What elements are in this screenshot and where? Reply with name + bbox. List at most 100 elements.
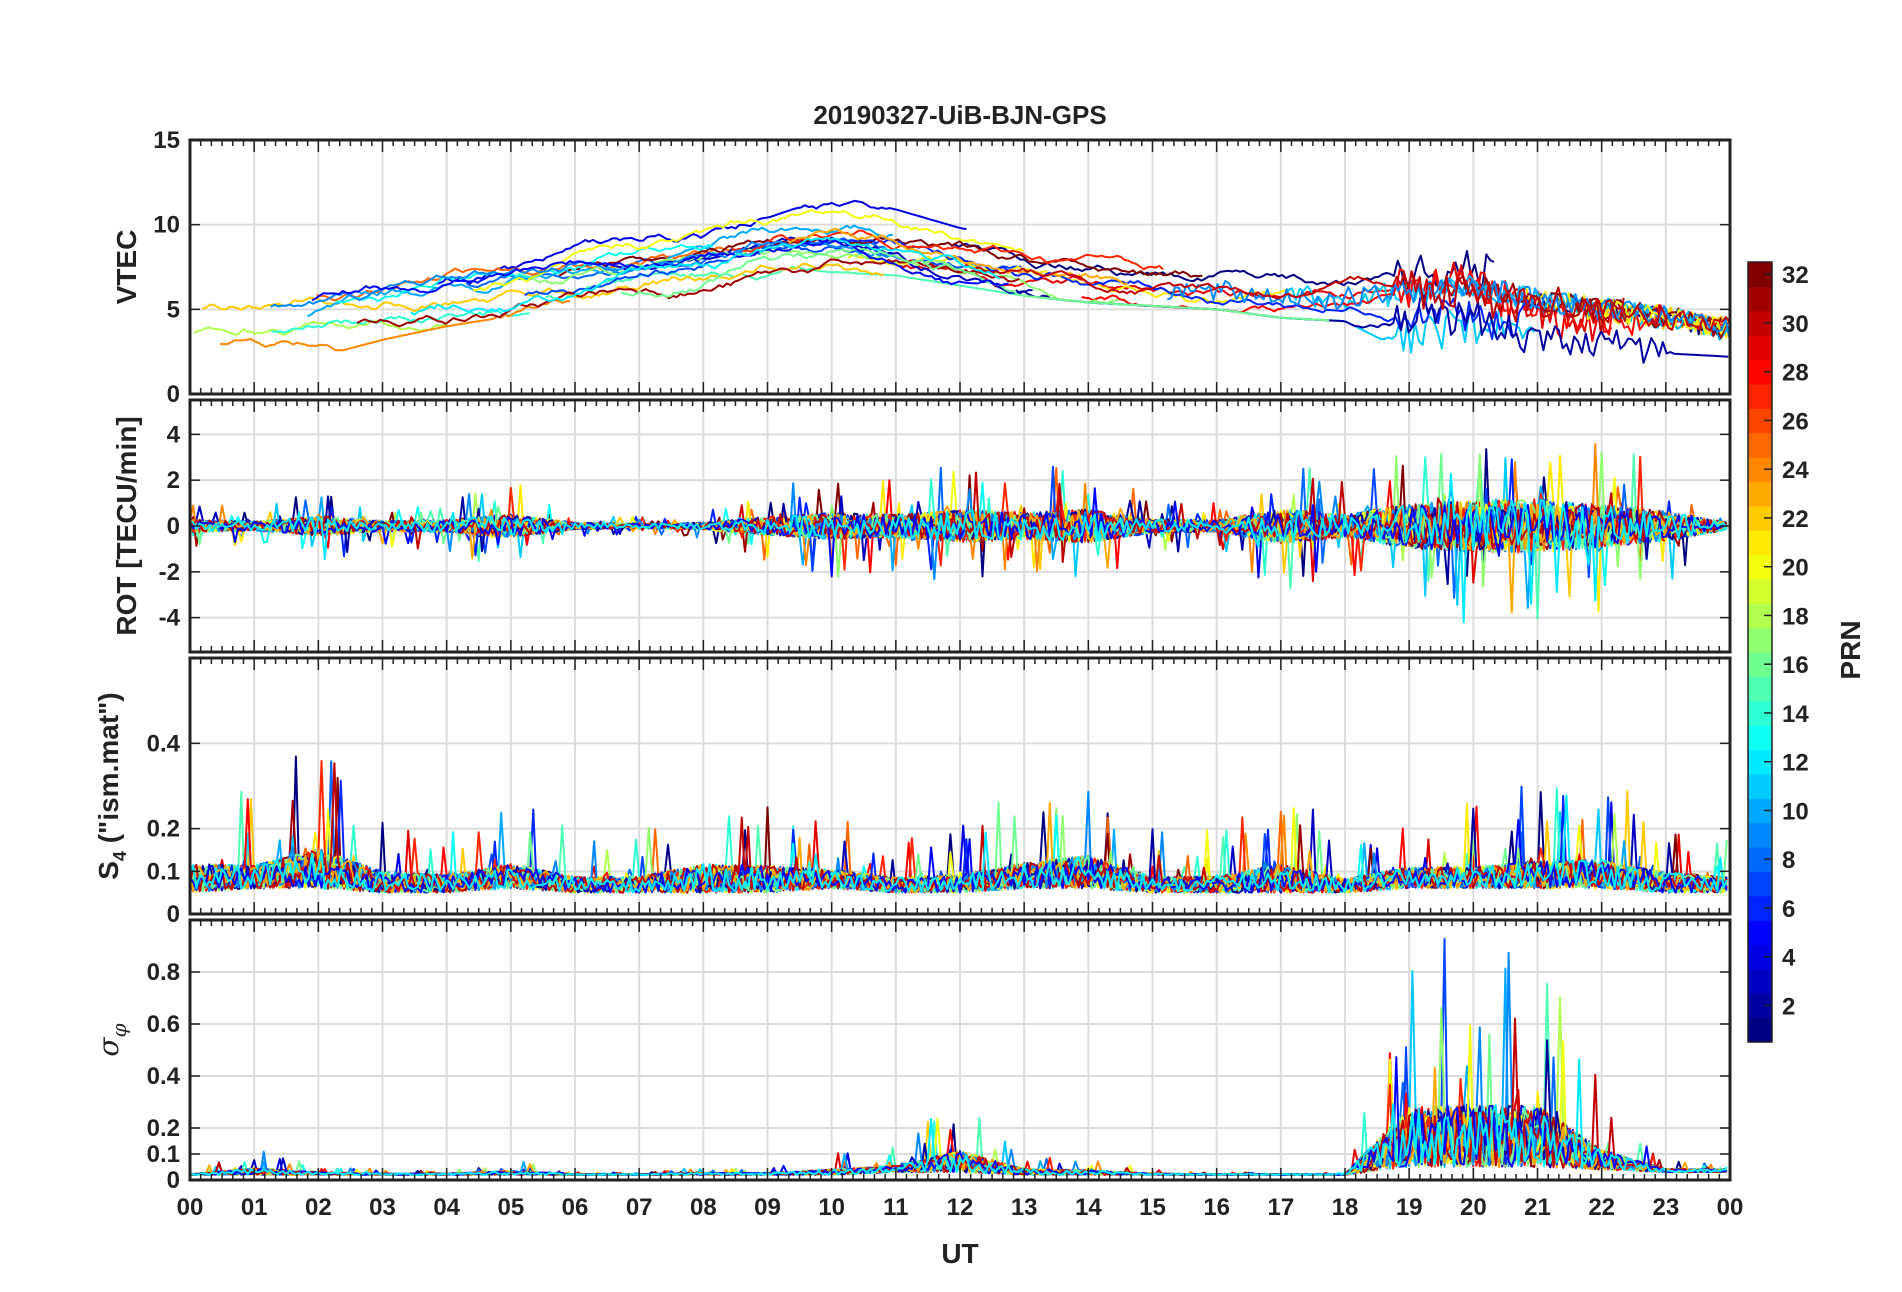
colorbar-tick-label: 16 bbox=[1782, 652, 1809, 679]
colorbar-step bbox=[1748, 1017, 1772, 1043]
y-tick-label: 2 bbox=[167, 467, 180, 494]
panel-grid bbox=[190, 920, 1730, 1180]
colorbar-tick-label: 28 bbox=[1782, 360, 1809, 387]
x-tick-label: 09 bbox=[754, 1194, 781, 1221]
y-tick-label: -4 bbox=[159, 605, 181, 632]
y-ticks: 0 0.1 0.2 0.4 bbox=[147, 730, 1730, 928]
series-line-prn-12 bbox=[190, 472, 1728, 624]
panel-series bbox=[193, 199, 1730, 364]
colorbar-step bbox=[1748, 481, 1772, 507]
series-line-prn-18 bbox=[193, 320, 448, 336]
colorbar-step bbox=[1748, 383, 1772, 409]
x-tick-label: 10 bbox=[818, 1194, 845, 1221]
y-axis-label-rot: ROT [TECU/min] bbox=[111, 416, 142, 635]
series-line-prn-27 bbox=[731, 229, 1164, 271]
colorbar-tick-label: 30 bbox=[1782, 311, 1809, 338]
x-tick-label: 14 bbox=[1075, 1194, 1102, 1221]
x-tick-label: 22 bbox=[1588, 1194, 1615, 1221]
colorbar-tick-label: 12 bbox=[1782, 750, 1809, 777]
x-ticks: 00 01 02 03 04 05 06 07 08 09 10 11 12 13 14 15 16 17 18 19… bbox=[177, 1194, 1744, 1221]
colorbar-step bbox=[1748, 676, 1772, 702]
y-axis-label-vtec: VTEC bbox=[111, 230, 142, 305]
series-line-prn-14 bbox=[271, 309, 530, 334]
colorbar-tick-label: 6 bbox=[1782, 896, 1795, 923]
x-tick-label: 20 bbox=[1460, 1194, 1487, 1221]
chart-title: 20190327-UiB-BJN-GPS bbox=[813, 100, 1106, 130]
x-tick-label: 05 bbox=[497, 1194, 524, 1221]
x-tick-label: 18 bbox=[1332, 1194, 1359, 1221]
x-tick-label: 17 bbox=[1267, 1194, 1294, 1221]
series-line-prn-5 bbox=[190, 487, 1727, 578]
panel-rot: -4 -2 0 2 4 ROT [TECU/min] bbox=[111, 398, 1732, 654]
y-tick-label: 0.6 bbox=[147, 1011, 180, 1038]
series-line-prn-6 bbox=[822, 238, 1532, 340]
y-tick-label: 0.2 bbox=[147, 816, 180, 843]
colorbar-step bbox=[1748, 335, 1772, 361]
y-ticks: -4 -2 0 2 4 bbox=[159, 421, 1730, 632]
colorbar-gradient bbox=[1748, 262, 1772, 1043]
colorbar-tick-label: 2 bbox=[1782, 993, 1795, 1020]
x-tick-label: 01 bbox=[241, 1194, 268, 1221]
colorbar-step bbox=[1748, 773, 1772, 799]
panel-frame bbox=[188, 656, 1732, 916]
y-tick-label: 5 bbox=[167, 296, 180, 323]
colorbar-tick-label: 32 bbox=[1782, 262, 1809, 289]
x-tick-label: 12 bbox=[947, 1194, 974, 1221]
colorbar-step bbox=[1748, 432, 1772, 458]
colorbar-step bbox=[1748, 822, 1772, 848]
colorbar-tick-label: 22 bbox=[1782, 506, 1809, 533]
x-tick-label: 16 bbox=[1203, 1194, 1230, 1221]
colorbar-tick-label: 8 bbox=[1782, 847, 1795, 874]
series-line-prn-20 bbox=[472, 208, 1730, 335]
colorbar-tick-label: 4 bbox=[1782, 945, 1796, 972]
colorbar-step bbox=[1748, 920, 1772, 946]
y-tick-label: 0 bbox=[167, 381, 180, 408]
series-line-prn-30 bbox=[964, 263, 1730, 332]
x-tick-label: 00 bbox=[1717, 1194, 1744, 1221]
x-tick-label: 15 bbox=[1139, 1194, 1166, 1221]
y-tick-label: 0 bbox=[167, 901, 180, 928]
panel-s4: 0 0.1 0.2 0.4 S4 ("ism.mat") bbox=[93, 656, 1732, 928]
y-ticks: 0 5 10 15 bbox=[153, 127, 1730, 408]
colorbar-step bbox=[1748, 627, 1772, 653]
colorbar-tick-label: 24 bbox=[1782, 457, 1809, 484]
colorbar-step bbox=[1748, 578, 1772, 604]
colorbar-step bbox=[1748, 530, 1772, 556]
panel-series bbox=[190, 443, 1728, 624]
y-tick-label: 15 bbox=[153, 127, 180, 154]
y-axis-label-sigma-phi: σφ bbox=[92, 1023, 131, 1056]
y-tick-label: 0.1 bbox=[147, 1141, 180, 1168]
series-line-prn-24 bbox=[219, 298, 571, 352]
y-tick-label: 0.4 bbox=[147, 1063, 181, 1090]
colorbar-tick-label: 18 bbox=[1782, 603, 1809, 630]
panel-sigma-phi: 00.10.2 0.4 0.6 0.8 σφ bbox=[92, 918, 1732, 1194]
x-tick-label: 23 bbox=[1652, 1194, 1679, 1221]
x-tick-label: 06 bbox=[562, 1194, 589, 1221]
x-tick-label: 03 bbox=[369, 1194, 396, 1221]
panel-series bbox=[190, 937, 1728, 1176]
y-axis-label-s4: S4 ("ism.mat") bbox=[93, 692, 130, 880]
y-tick-label: 0.1 bbox=[147, 858, 180, 885]
panel-frame bbox=[188, 918, 1732, 1182]
colorbar-tick-label: 14 bbox=[1782, 701, 1809, 728]
series-line-prn-12 bbox=[410, 236, 1001, 316]
colorbar-tick-label: 20 bbox=[1782, 555, 1809, 582]
y-tick-label: 0 bbox=[167, 1167, 180, 1194]
panel-vtec: 0 5 10 15 VTEC bbox=[111, 127, 1732, 408]
x-tick-label: 13 bbox=[1011, 1194, 1038, 1221]
y-tick-label: -2 bbox=[159, 559, 180, 586]
panel-series bbox=[190, 755, 1728, 894]
colorbar-step bbox=[1748, 286, 1772, 312]
series-line-prn-10 bbox=[307, 224, 1729, 341]
y-ticks: 00.10.2 0.4 0.6 0.8 bbox=[147, 959, 1730, 1194]
panel-frame bbox=[188, 138, 1732, 396]
x-tick-label: 04 bbox=[433, 1194, 460, 1221]
colorbar-step bbox=[1748, 968, 1772, 994]
x-tick-label: 11 bbox=[883, 1194, 908, 1221]
x-tick-label: 21 bbox=[1524, 1194, 1551, 1221]
series-line-prn-5 bbox=[311, 236, 1009, 302]
series-line-prn-12 bbox=[190, 794, 1728, 894]
x-tick-label: 07 bbox=[626, 1194, 653, 1221]
